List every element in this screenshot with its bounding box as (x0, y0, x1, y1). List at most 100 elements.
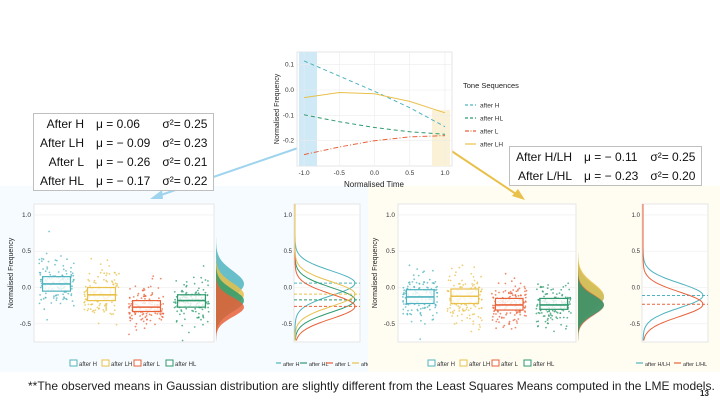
jitter-point (569, 299, 572, 301)
jitter-point (408, 264, 411, 267)
jitter-point (48, 230, 50, 233)
boxplot-legend: after H after LH after L after HL (69, 359, 197, 368)
jitter-point (519, 282, 522, 285)
jitter-point (207, 302, 209, 305)
jitter-point (552, 292, 554, 294)
jitter-point (418, 283, 421, 285)
left-arrow-head (150, 190, 163, 199)
jitter-point (549, 317, 552, 319)
jitter-point (562, 286, 565, 288)
jitter-point (128, 306, 130, 309)
jitter-point (192, 276, 195, 279)
jitter-point (67, 292, 70, 295)
jitter-point (404, 306, 407, 308)
box-after-hl (539, 297, 569, 310)
jitter-point (542, 315, 545, 317)
jitter-point (523, 285, 526, 288)
jitter-point (505, 313, 507, 316)
y-tick-label: 1.0 (386, 212, 395, 219)
y-tick-label: 0.5 (386, 248, 395, 255)
stats-sigma: σ²= 0.23 (162, 135, 208, 150)
jitter-point (503, 316, 505, 319)
jitter-point (173, 291, 176, 293)
jitter-point (458, 266, 461, 269)
jitter-point (144, 294, 147, 297)
legend-key-after-h (69, 359, 78, 367)
jitter-point (562, 316, 565, 319)
jitter-point (105, 306, 108, 309)
jitter-point (476, 282, 479, 285)
stats-label: After H/LH (516, 149, 573, 164)
jitter-point (451, 310, 454, 313)
jitter-point (62, 268, 65, 271)
jitter-point (54, 263, 56, 266)
x-tick-label: -0.5 (334, 170, 346, 177)
jitter-point (92, 309, 95, 312)
right-boxplot-chart: 1.0 0.5 0.0 -0.5 Normalised Frequency after H… (372, 203, 604, 368)
jitter-point (559, 312, 562, 315)
density-plot-area (641, 203, 709, 343)
jitter-point (495, 320, 498, 323)
jitter-point (111, 281, 114, 284)
jitter-point (517, 311, 519, 313)
jitter-point (492, 306, 495, 309)
legend-label-after-h: after H (79, 362, 97, 368)
jitter-point (540, 312, 543, 314)
jitter-point (200, 276, 203, 279)
jitter-point (185, 284, 188, 287)
jitter-point (46, 318, 48, 321)
y-tick-label: 1.0 (22, 212, 31, 219)
legend-label-after-hl: after HL (309, 362, 329, 368)
jitter-point (461, 264, 464, 267)
jitter-point (129, 304, 132, 307)
jitter-point (459, 286, 461, 289)
jitter-point (114, 282, 117, 285)
boxplot-plot-area (397, 203, 577, 343)
jitter-point (510, 292, 513, 294)
jitter-point (72, 280, 74, 283)
jitter-point (503, 324, 506, 327)
top-chart-xlabel: Normalised Time (344, 180, 405, 189)
jitter-point (469, 317, 471, 320)
jitter-point (501, 316, 503, 319)
jitter-point (432, 314, 434, 317)
jitter-point (47, 260, 50, 263)
box-group-after-h (38, 230, 75, 321)
jitter-point (467, 309, 470, 312)
jitter-point (161, 308, 164, 310)
jitter-point (509, 312, 512, 314)
jitter-point (159, 313, 162, 316)
jitter-point (514, 285, 517, 288)
jitter-point (403, 291, 405, 294)
jitter-point (402, 286, 405, 289)
jitter-point (137, 292, 140, 295)
jitter-point (471, 283, 474, 285)
legend-label-after-l: after L (335, 362, 351, 368)
box-after-l (131, 299, 162, 313)
jitter-point (406, 285, 409, 288)
jitter-point (547, 322, 549, 325)
jitter-point (110, 313, 113, 316)
jitter-point (496, 318, 499, 321)
legend-key-after-lh (101, 359, 110, 367)
top-chart-ylabel: Normalised Frequency (274, 73, 281, 144)
jitter-point (547, 314, 550, 316)
jitter-point (70, 274, 73, 276)
stats-mu: μ = − 0.11 (584, 149, 638, 164)
jitter-point (196, 289, 199, 292)
jitter-point (498, 315, 501, 318)
y-tick-label: 0.5 (284, 249, 293, 255)
jitter-point (511, 294, 514, 297)
jitter-point (151, 277, 154, 280)
jitter-point (426, 306, 429, 308)
jitter-point (519, 311, 521, 314)
jitter-point (549, 312, 552, 315)
y-tick-label: 0.1 (285, 62, 294, 69)
stats-mu: μ = − 0.23 (584, 168, 639, 183)
legend-label-after-h-lh: after H/LH (645, 362, 670, 368)
jitter-point (112, 283, 115, 285)
jitter-point (410, 320, 413, 323)
jitter-point (568, 310, 570, 313)
x-tick-label: 0.0 (370, 170, 379, 177)
jitter-point (453, 309, 456, 312)
